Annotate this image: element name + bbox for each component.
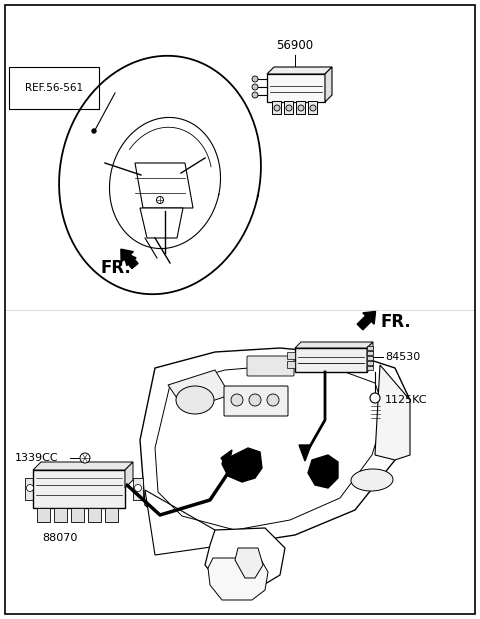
Text: 1339CC: 1339CC [15,453,59,463]
FancyBboxPatch shape [247,356,294,376]
Bar [367,351,373,355]
Circle shape [267,394,279,406]
Polygon shape [367,342,373,372]
Bar [367,356,373,360]
Polygon shape [33,462,133,470]
Bar [88,508,101,522]
Polygon shape [235,548,263,578]
Bar [367,361,373,365]
Circle shape [252,76,258,82]
Polygon shape [121,249,138,269]
FancyBboxPatch shape [224,386,288,416]
Bar [33,470,125,508]
Bar [284,101,293,114]
Polygon shape [357,311,375,330]
Bar [367,366,373,370]
Circle shape [156,196,164,204]
Polygon shape [308,455,338,488]
Bar [37,508,50,522]
Polygon shape [125,462,133,488]
Circle shape [286,105,292,111]
Circle shape [92,129,96,133]
Text: FR.: FR. [100,259,131,277]
Polygon shape [267,67,332,74]
Polygon shape [135,163,193,208]
Circle shape [310,105,316,111]
Circle shape [231,394,243,406]
Bar [296,101,305,114]
Polygon shape [140,348,410,545]
Text: 88070: 88070 [42,533,78,543]
Polygon shape [325,67,332,102]
Polygon shape [375,365,410,460]
Polygon shape [145,490,225,555]
Text: REF.56-561: REF.56-561 [25,83,83,93]
Ellipse shape [176,386,214,414]
Text: 84530: 84530 [385,352,420,362]
Bar [133,478,143,500]
Circle shape [80,453,90,463]
Ellipse shape [351,469,393,491]
Circle shape [134,485,142,491]
Bar [367,346,373,350]
Circle shape [274,105,280,111]
Bar [287,352,295,359]
Polygon shape [221,450,232,468]
Bar [267,74,325,102]
Polygon shape [295,342,373,348]
Bar [295,348,367,372]
Circle shape [370,393,380,403]
Circle shape [249,394,261,406]
Circle shape [252,92,258,98]
Polygon shape [299,445,311,461]
Polygon shape [205,528,285,590]
Polygon shape [140,208,183,238]
Polygon shape [168,370,230,410]
Text: 1125KC: 1125KC [385,395,428,405]
Circle shape [298,105,304,111]
Polygon shape [208,558,268,600]
Text: FR.: FR. [380,313,411,331]
Bar [105,508,118,522]
Circle shape [252,84,258,90]
Bar [272,101,281,114]
Circle shape [26,485,34,491]
Bar [308,101,317,114]
Bar [25,478,35,500]
Bar [54,508,67,522]
Polygon shape [222,448,262,482]
Bar [71,508,84,522]
Text: 56900: 56900 [276,38,313,51]
Bar [287,361,295,368]
